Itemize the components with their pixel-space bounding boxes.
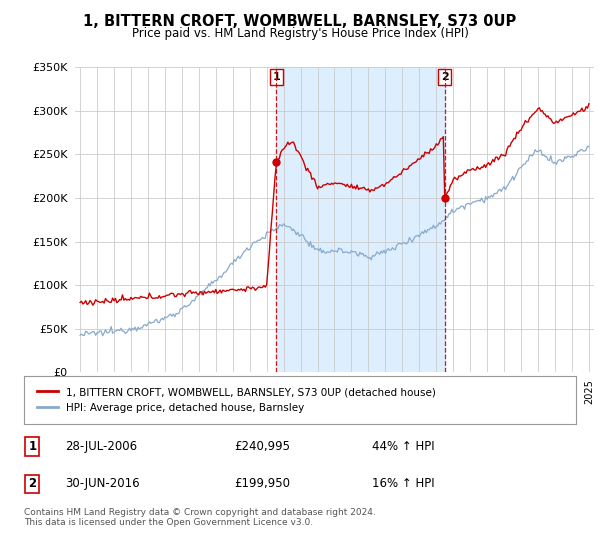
Text: 28-JUL-2006: 28-JUL-2006 [65,440,137,452]
Text: 1: 1 [28,440,37,452]
Text: 2: 2 [441,72,449,82]
Text: 2: 2 [28,478,37,491]
Text: £240,995: £240,995 [234,440,290,452]
Bar [277,67,445,372]
Text: Price paid vs. HM Land Registry's House Price Index (HPI): Price paid vs. HM Land Registry's House … [131,27,469,40]
Text: £199,950: £199,950 [234,478,290,491]
Text: 1, BITTERN CROFT, WOMBWELL, BARNSLEY, S73 0UP: 1, BITTERN CROFT, WOMBWELL, BARNSLEY, S7… [83,14,517,29]
Text: 44% ↑ HPI: 44% ↑ HPI [372,440,434,452]
Text: 1: 1 [272,72,280,82]
Legend: 1, BITTERN CROFT, WOMBWELL, BARNSLEY, S73 0UP (detached house), HPI: Average pri: 1, BITTERN CROFT, WOMBWELL, BARNSLEY, S7… [32,382,442,418]
Text: 16% ↑ HPI: 16% ↑ HPI [372,478,434,491]
Text: 30-JUN-2016: 30-JUN-2016 [65,478,140,491]
Text: Contains HM Land Registry data © Crown copyright and database right 2024.
This d: Contains HM Land Registry data © Crown c… [24,508,376,528]
